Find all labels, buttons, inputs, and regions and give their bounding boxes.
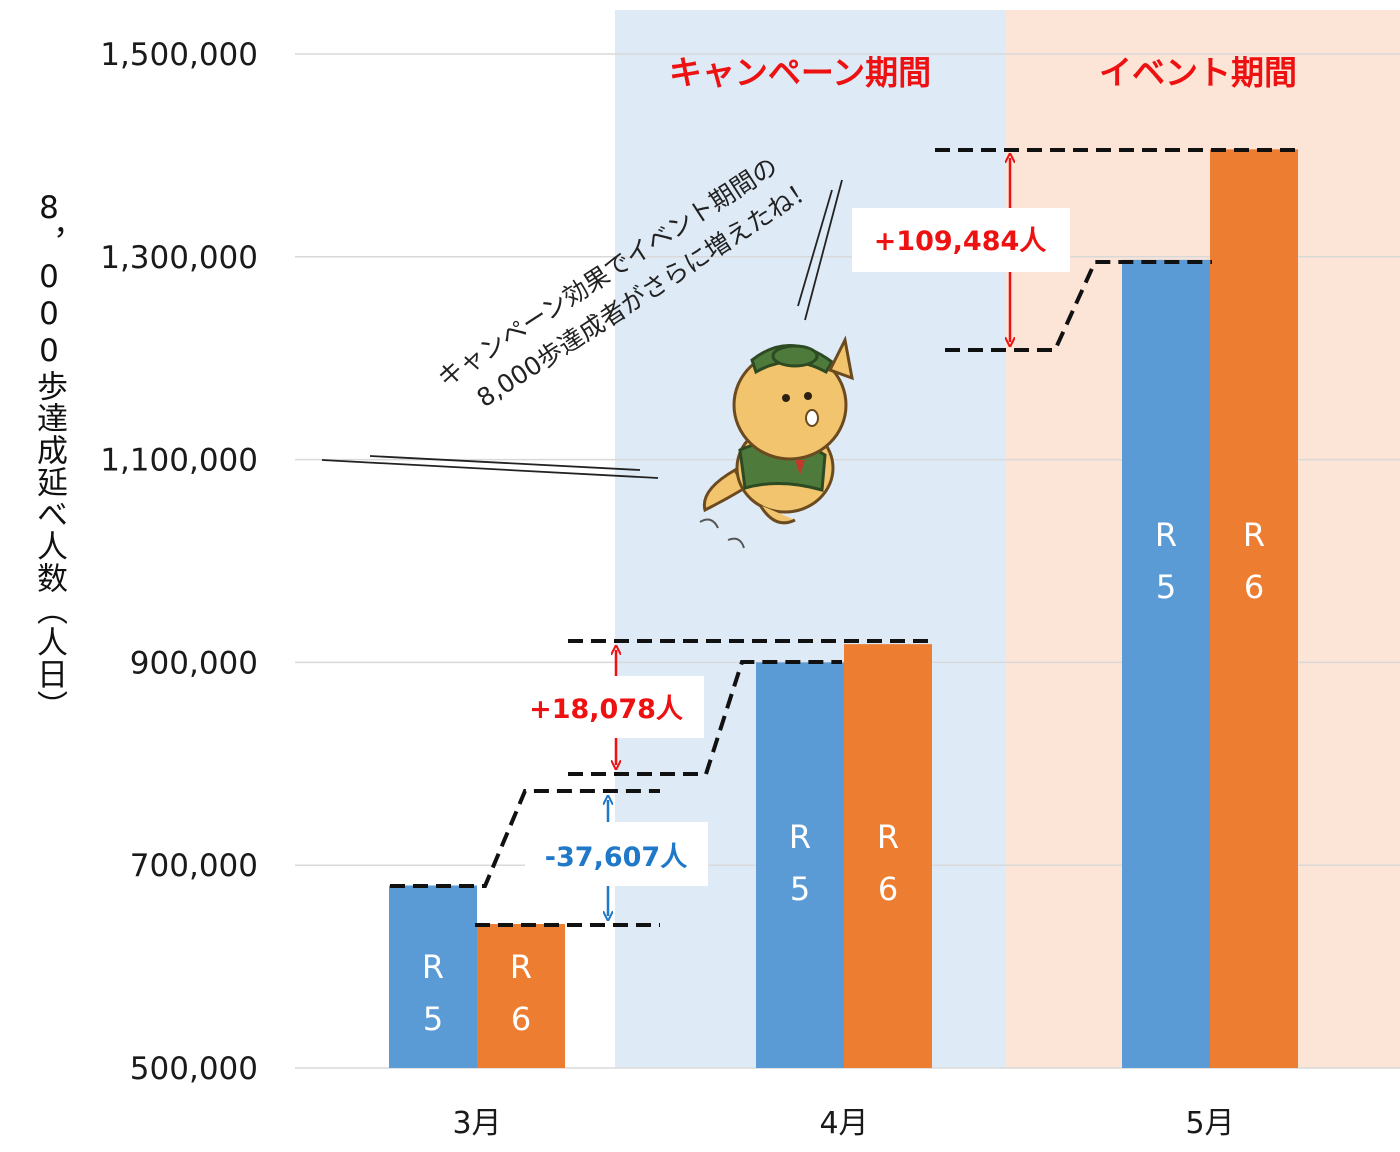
step-lines xyxy=(390,148,1302,927)
x-category-label: 4月 xyxy=(819,1106,868,1141)
x-category-label: 3月 xyxy=(452,1106,501,1141)
bar-label: 5 xyxy=(1156,568,1176,606)
bar-label: R xyxy=(510,948,532,986)
x-axis-categories: 3月 4月 5月 xyxy=(452,1106,1234,1141)
diff-label-mar: -37,607人 xyxy=(545,842,687,873)
y-tick-label: 900,000 xyxy=(130,645,258,681)
diff-label-may: +109,484人 xyxy=(874,226,1047,257)
speech-lines xyxy=(321,179,843,479)
bar-label: R xyxy=(789,818,811,856)
event-period-title: イベント期間 xyxy=(1099,53,1297,92)
bar-r5-2 xyxy=(756,662,844,1068)
bar-label: R xyxy=(422,948,444,986)
bar-label: 6 xyxy=(878,870,898,908)
bar-label: R xyxy=(877,818,899,856)
diff-box-blue xyxy=(525,822,708,886)
bar-label: R xyxy=(1155,516,1177,554)
bar-r6-3 xyxy=(1210,149,1298,1069)
diff-box-red-apr xyxy=(510,676,704,738)
y-tick-label: 1,300,000 xyxy=(100,240,258,276)
y-tick-label: 1,100,000 xyxy=(100,443,258,479)
step-line-r5-mar-apr xyxy=(390,789,660,888)
bars xyxy=(389,149,1298,1069)
mascot-illustration xyxy=(699,335,854,549)
bar-label: 6 xyxy=(1244,568,1264,606)
bar-r6-2 xyxy=(844,644,932,1068)
bar-label: 6 xyxy=(511,1000,531,1038)
bar-r5-1 xyxy=(389,885,477,1068)
bar-r6-1 xyxy=(477,924,565,1068)
step-line-r5-may xyxy=(945,260,1212,352)
campaign-period-title: キャンペーン期間 xyxy=(669,53,931,92)
y-tick-label: 500,000 xyxy=(130,1051,258,1087)
step-line-r5-apr xyxy=(568,660,842,776)
y-axis-ticks: 500,000 700,000 900,000 1,100,000 1,300,000 1… xyxy=(100,37,258,1087)
bar-label: 5 xyxy=(790,870,810,908)
bar-label: R xyxy=(1243,516,1265,554)
y-axis-label: 8，000歩達成延べ人数（人日） xyxy=(31,190,67,722)
y-tick-label: 700,000 xyxy=(130,848,258,884)
x-category-label: 5月 xyxy=(1185,1106,1234,1141)
bar-label: 5 xyxy=(423,1000,443,1038)
diff-box-red-may xyxy=(852,208,1070,272)
diff-label-apr: +18,078人 xyxy=(529,694,683,725)
bar-r5-3 xyxy=(1122,259,1210,1068)
bar-labels: R 5 R 6 R 5 R 6 R 5 R 6 xyxy=(422,516,1265,1038)
y-tick-label: 1,500,000 xyxy=(100,37,258,73)
